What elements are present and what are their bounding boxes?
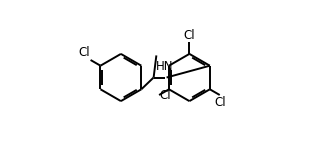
Text: Cl: Cl (78, 46, 90, 59)
Text: Cl: Cl (160, 89, 171, 102)
Text: Cl: Cl (214, 96, 226, 109)
Text: HN: HN (156, 60, 173, 73)
Text: Cl: Cl (184, 29, 195, 42)
